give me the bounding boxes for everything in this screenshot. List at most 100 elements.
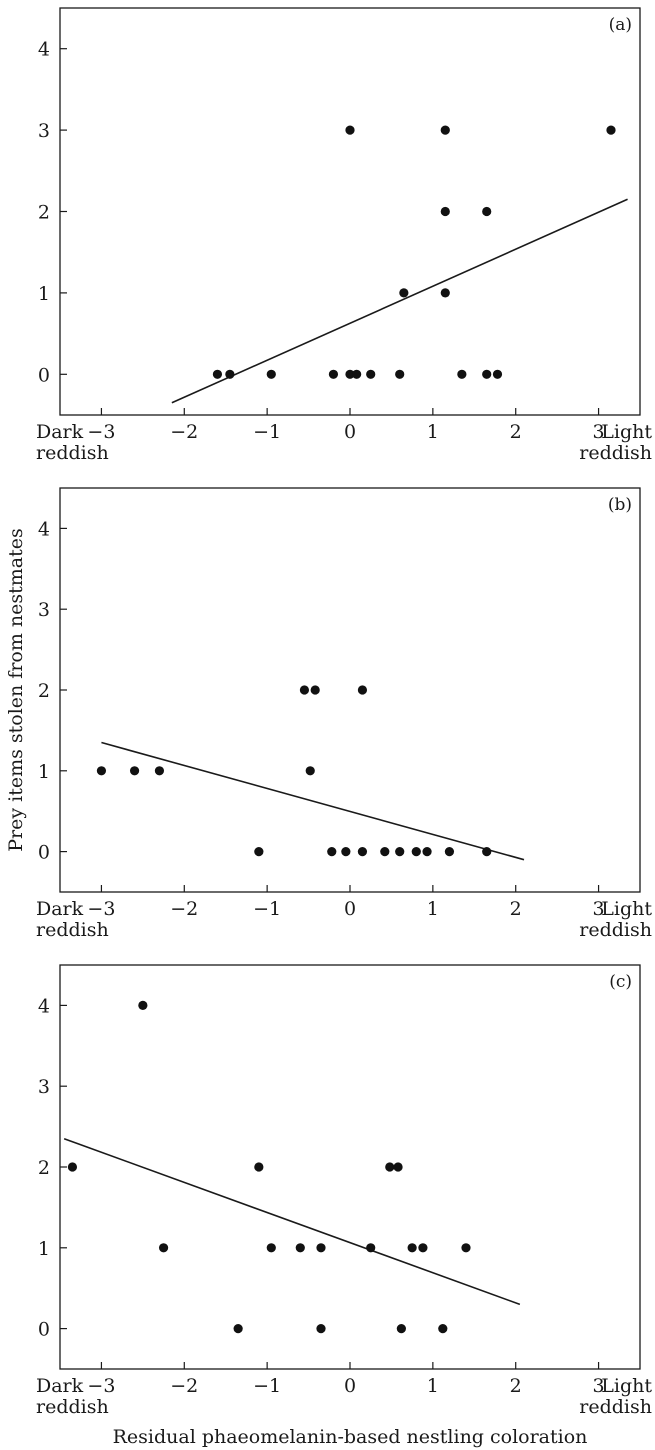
data-point [138, 1000, 148, 1011]
panel-label: (a) [609, 15, 632, 35]
data-point [461, 1243, 471, 1253]
x-tick-label: 2 [510, 1375, 522, 1397]
data-point [327, 847, 337, 857]
y-tick-label: 2 [38, 202, 50, 224]
x-tick-label: −1 [253, 1375, 281, 1397]
x-tick-label: 2 [510, 898, 522, 920]
x-tick-label: 3 [593, 421, 605, 443]
data-point [345, 125, 355, 135]
x-axis-title: Residual phaeomelanin-based nestling col… [113, 1426, 588, 1448]
data-point [399, 288, 409, 298]
x-end-label-dark: reddish [36, 919, 109, 941]
x-tick-label: 0 [344, 898, 356, 920]
y-tick-label: 1 [38, 761, 50, 783]
x-tick-label: −3 [87, 898, 115, 920]
data-point [407, 1243, 417, 1253]
x-tick-label: −2 [170, 421, 198, 443]
y-tick-label: 0 [38, 1319, 50, 1341]
data-point [395, 847, 405, 857]
data-point [266, 1243, 276, 1253]
data-point [444, 847, 455, 857]
data-point [385, 1162, 395, 1172]
x-tick-label: −2 [170, 898, 198, 920]
x-end-label-dark: Dark [36, 421, 84, 443]
x-end-label-light: reddish [579, 919, 652, 941]
data-point [299, 685, 310, 695]
data-point [225, 369, 235, 379]
data-point [305, 766, 315, 776]
data-point [606, 125, 616, 135]
data-point [341, 847, 351, 857]
data-point [233, 1324, 243, 1334]
data-point [316, 1324, 326, 1334]
x-end-label-dark: reddish [36, 442, 109, 464]
panel-label: (c) [609, 972, 632, 992]
y-tick-label: 3 [38, 1076, 50, 1098]
data-point [295, 1243, 305, 1253]
data-point [357, 685, 368, 695]
data-point [212, 369, 223, 379]
y-tick-label: 3 [38, 120, 50, 142]
y-tick-label: 0 [38, 842, 50, 864]
regression-line [171, 198, 628, 404]
data-point [67, 1162, 78, 1172]
x-tick-label: 0 [344, 1375, 356, 1397]
data-point [482, 206, 492, 217]
data-point [422, 847, 432, 857]
y-tick-label: 2 [38, 1157, 50, 1179]
x-end-label-dark: reddish [36, 1396, 109, 1418]
data-point [328, 369, 339, 379]
data-point [492, 369, 503, 379]
data-point [396, 1324, 406, 1334]
data-point [254, 847, 264, 857]
y-tick-label: 4 [38, 518, 50, 540]
data-point [316, 1243, 326, 1253]
x-tick-label: −3 [87, 421, 115, 443]
x-tick-label: −3 [87, 1375, 115, 1397]
data-point [96, 766, 107, 776]
plot-frame [59, 7, 641, 416]
x-tick-label: 1 [427, 421, 439, 443]
data-point [310, 685, 320, 695]
y-tick-label: 0 [38, 364, 50, 386]
data-point [357, 847, 368, 857]
panel-label: (b) [608, 495, 632, 515]
y-tick-label: 4 [38, 995, 50, 1017]
x-end-label-dark: Dark [36, 898, 84, 920]
data-point [158, 1243, 169, 1253]
x-tick-label: 1 [427, 898, 439, 920]
data-point [411, 847, 421, 857]
regression-line [101, 741, 525, 861]
data-point [440, 206, 450, 217]
data-point [482, 847, 492, 857]
x-end-label-dark: Dark [36, 1375, 84, 1397]
data-point [366, 369, 376, 379]
data-point [366, 1243, 376, 1253]
y-axis-title: Prey items stolen from nestmates [5, 528, 27, 852]
data-point [457, 369, 467, 379]
x-tick-label: 2 [510, 421, 522, 443]
data-point [395, 369, 405, 379]
data-point [345, 369, 355, 379]
y-tick-label: 1 [38, 1238, 50, 1260]
data-point [393, 1162, 403, 1172]
data-point [129, 766, 140, 776]
data-point [418, 1243, 428, 1253]
data-point [482, 369, 492, 379]
data-point [352, 369, 362, 379]
x-end-label-light: Light [601, 898, 652, 920]
data-point [266, 369, 276, 379]
data-point [438, 1324, 448, 1334]
data-point [154, 766, 165, 776]
x-end-label-light: reddish [579, 442, 652, 464]
plot-frame [59, 964, 641, 1370]
y-tick-label: 2 [38, 680, 50, 702]
plot-frame [59, 487, 641, 893]
x-tick-label: 1 [427, 1375, 439, 1397]
y-tick-label: 3 [38, 599, 50, 621]
x-tick-label: 0 [344, 421, 356, 443]
y-tick-label: 1 [38, 283, 50, 305]
y-tick-label: 4 [38, 39, 50, 61]
